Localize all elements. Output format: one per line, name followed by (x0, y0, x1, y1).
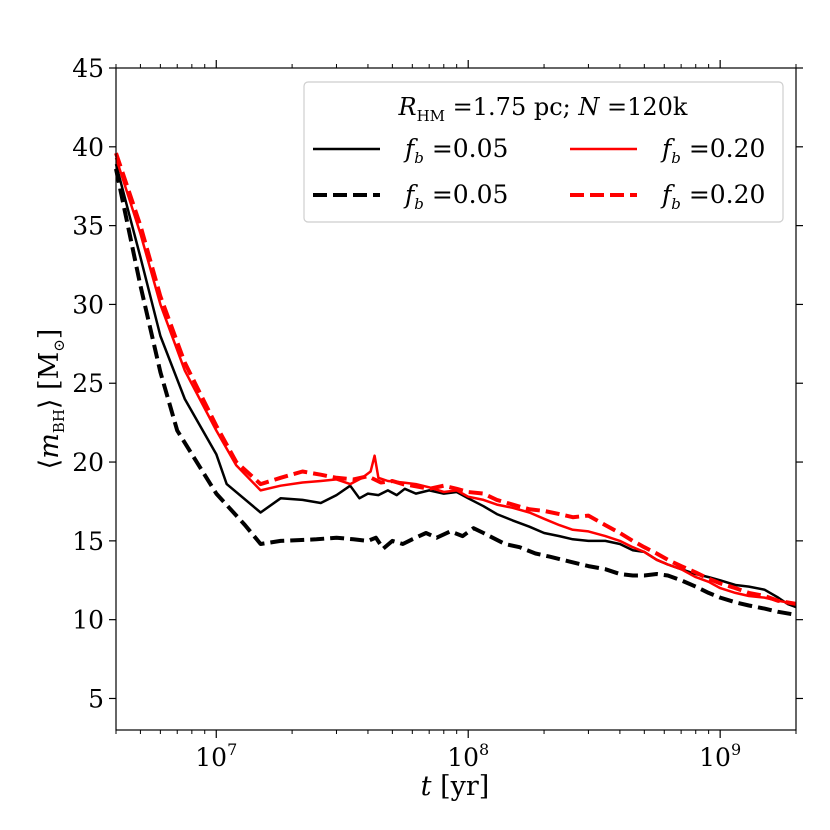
y-tick-label: 15 (72, 527, 104, 556)
y-tick-label: 30 (72, 290, 104, 319)
y-axis-label: ⟨mBH⟩ [M⊙] (34, 329, 68, 470)
x-tick-label: 108 (447, 740, 489, 772)
legend-title: RHM =1.75 pc; N =120k (398, 93, 688, 125)
legend: RHM =1.75 pc; N =120k fb =0.05 fb =0.20 … (303, 81, 784, 223)
y-tick-label: 25 (72, 369, 104, 398)
y-tick-label: 10 (72, 606, 104, 635)
series-line-3 (114, 157, 797, 606)
legend-label-black-dashed: fb =0.05 (403, 180, 508, 213)
x-axis-label: t [yr] (421, 771, 490, 802)
series-line-2 (114, 168, 797, 617)
series-line-4 (114, 152, 797, 606)
legend-label-red-dashed: fb =0.20 (660, 180, 765, 213)
x-tick-label: 109 (699, 740, 741, 772)
legend-box (303, 81, 784, 223)
series-layer (114, 152, 797, 617)
legend-label-black-solid: fb =0.05 (403, 134, 508, 167)
y-tick-label: 5 (88, 684, 104, 713)
y-tick-label: 40 (72, 133, 104, 162)
y-tick-label: 20 (72, 448, 104, 477)
y-tick-label: 45 (72, 54, 104, 83)
y-tick-label: 35 (72, 212, 104, 241)
plot-frame (115, 67, 797, 731)
x-tick-label: 107 (195, 740, 237, 772)
tick-layer: 5 10 15 20 25 30 35 40 45 107 108 109 (72, 54, 803, 772)
legend-label-red-solid: fb =0.20 (660, 134, 765, 167)
